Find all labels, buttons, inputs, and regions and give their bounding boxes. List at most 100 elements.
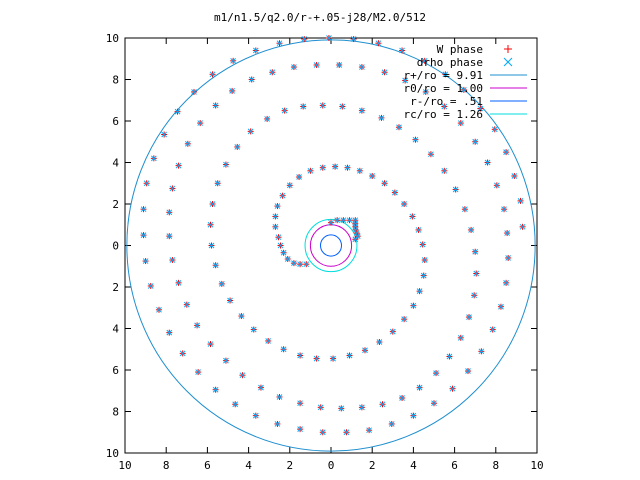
drho-phase-marker [503,149,509,155]
drho-phase-marker [142,258,149,264]
phase-point [460,86,467,93]
drho-phase-marker [276,40,283,47]
phase-point [174,108,181,115]
phase-point [169,185,176,192]
phase-point [391,189,398,196]
drho-phase-marker [227,297,233,304]
drho-phase-marker [169,185,176,192]
drho-phase-marker [279,192,286,199]
phase-point [446,353,453,360]
phase-point [466,314,473,321]
drho-phase-marker [212,386,219,393]
phase-point [388,420,395,427]
drho-phase-marker [472,138,479,145]
phase-point [344,164,351,171]
phase-point [421,57,428,64]
drho-phase-marker [473,270,480,277]
phase-point [503,279,510,286]
x-tick-label: 6 [204,459,211,472]
phase-point [427,151,434,158]
phase-point [296,174,303,181]
phase-point [501,206,508,213]
drho-phase-marker [376,339,383,345]
drho-phase-marker [428,151,434,158]
drho-phase-marker [291,64,297,70]
drho-phase-marker [319,102,326,109]
phase-point [252,412,259,419]
drho-phase-marker [420,272,427,279]
drho-phase-marker [375,40,382,47]
y-tick-label: 4 [112,157,119,170]
phase-point [227,297,234,304]
phase-point [497,303,504,310]
phase-point [352,236,359,243]
phase-point [472,138,479,145]
drho-phase-marker [489,326,496,333]
phase-point [358,64,365,71]
drho-phase-marker [140,206,147,213]
drho-phase-marker [247,128,254,135]
drho-phase-marker [197,120,204,126]
phase-point [334,217,341,224]
phase-point [207,341,214,348]
drho-phase-marker [277,242,284,249]
phase-point [264,115,271,122]
phase-point [281,107,288,114]
drho-phase-marker [478,348,485,355]
phase-point [503,149,510,156]
phase-point [410,302,417,309]
drho-phase-marker [446,353,453,360]
phase-point [338,405,345,412]
phase-point [140,232,147,239]
phase-point [376,338,383,345]
drho-phase-marker [401,201,407,207]
drho-phase-marker [319,429,326,436]
drho-phase-marker [258,384,264,391]
chart-title: m1/n1.5/q2.0/r-+.05-j28/M2.0/512 [214,11,426,24]
legend-label: r+/ro = 9.91 [404,69,483,82]
phase-point [375,40,382,47]
y-tick-label: 10 [106,32,119,45]
phase-point [212,102,219,109]
drho-phase-marker [161,131,167,138]
drho-phase-marker [250,326,257,333]
phase-point [297,400,304,407]
phase-point [239,372,246,379]
drho-phase-marker [296,174,302,180]
phase-point [140,206,147,213]
drho-phase-marker [301,36,308,42]
phase-points [140,35,526,436]
drho-phase-marker [416,384,423,391]
phase-point [399,395,406,402]
reference-circle [309,224,353,267]
drho-phase-marker [410,302,417,309]
drho-phase-marker [462,206,468,213]
drho-phase-marker [238,313,245,319]
drho-phase-marker [511,173,518,179]
phase-point [330,355,337,362]
phase-point [279,192,286,199]
drho-phase-marker [212,262,219,269]
drho-phase-marker [281,107,288,114]
phase-point [358,107,365,114]
phase-point [468,226,475,233]
phase-point [449,385,456,392]
drho-phase-marker [207,341,214,347]
phase-point [471,292,478,299]
phase-point [416,384,423,391]
phase-point [280,346,287,353]
phase-point [272,223,279,230]
drho-phase-marker [340,217,347,224]
drho-phase-marker [330,355,336,362]
phase-point [332,163,339,170]
phase-point [303,261,310,268]
drho-phase-marker [140,232,147,238]
drho-phase-marker [493,182,500,189]
phase-point [343,429,350,436]
phase-point [478,348,485,355]
y-tick-label: 6 [112,115,119,128]
phase-point [184,140,191,147]
phase-point [209,71,216,78]
phase-point [248,76,255,83]
